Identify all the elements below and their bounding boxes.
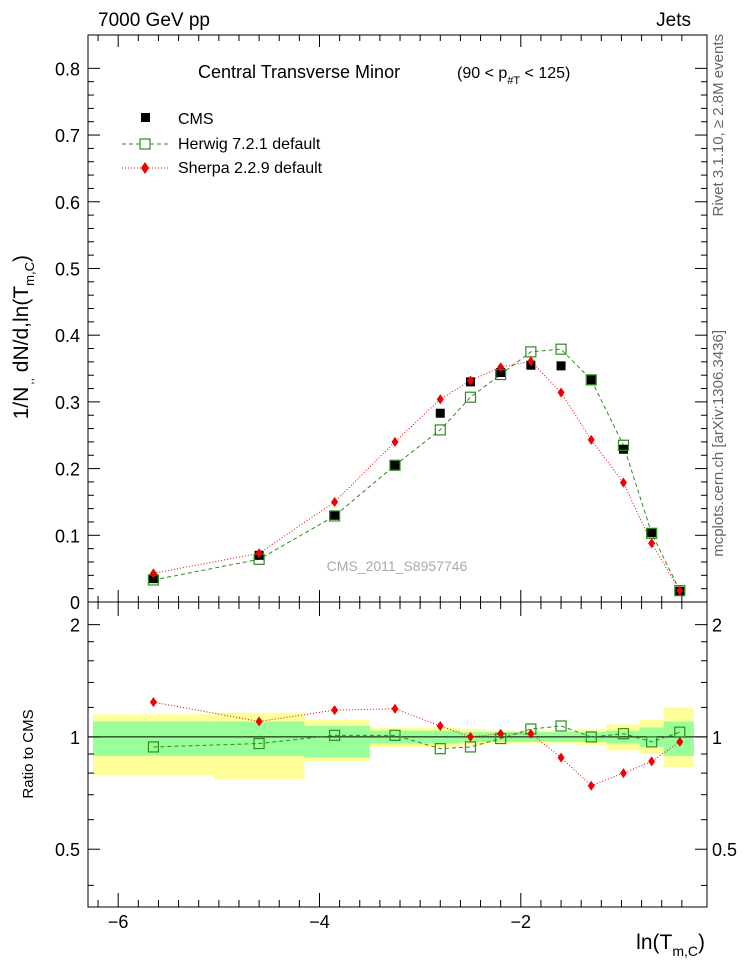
- stat-band: [93, 721, 214, 756]
- energy-label: 7000 GeV pp: [98, 10, 210, 31]
- sherpa-point: [557, 387, 565, 398]
- legend-marker-sherpa: [141, 162, 149, 174]
- main-y-tick-label: 0.4: [55, 326, 80, 346]
- sherpa-point: [676, 585, 684, 596]
- legend: CMS Herwig 7.2.1 default Sherpa 2.2.9 de…: [122, 111, 323, 177]
- sherpa-point: [149, 568, 157, 579]
- main-y-tick-label: 0.5: [55, 259, 80, 279]
- cms-point: [556, 361, 566, 371]
- watermark: CMS_2011_S8957746: [327, 558, 468, 574]
- ratio-y-tick-label-right: 1: [712, 728, 722, 748]
- sherpa-point: [619, 477, 627, 488]
- sherpa-ratio-point: [331, 705, 339, 716]
- sherpa-point: [648, 538, 656, 549]
- herwig-ratio-point: [434, 743, 446, 755]
- herwig-point: [434, 424, 446, 436]
- cms-point: [586, 375, 596, 385]
- sherpa-ratio-point: [466, 731, 474, 742]
- main-y-tick-label: 0.1: [55, 526, 80, 546]
- herwig-ratio-point: [617, 728, 630, 740]
- sherpa-ratio-point: [255, 716, 263, 727]
- herwig-point: [646, 527, 658, 539]
- sherpa-ratio-point: [149, 697, 157, 708]
- herwig-ratio-point: [555, 720, 567, 732]
- sherpa-point: [587, 434, 595, 445]
- sherpa-ratio-point: [497, 728, 505, 739]
- ratio-y-tick-label-right: 0.5: [712, 840, 737, 860]
- sherpa-point: [331, 496, 339, 507]
- legend-label-cms: CMS: [178, 111, 214, 128]
- main-y-tick-label: 0.2: [55, 460, 80, 480]
- herwig-point: [555, 343, 567, 355]
- herwig-point: [585, 374, 597, 386]
- ratio-y-axis-label: Ratio to CMS: [20, 709, 37, 798]
- rivet-label: Rivet 3.1.10, ≥ 2.8M events: [710, 34, 727, 217]
- sherpa-point: [497, 362, 505, 373]
- herwig-point: [328, 510, 341, 522]
- sherpa-ratio-point: [436, 720, 444, 731]
- herwig-point: [389, 459, 401, 471]
- sherpa-ratio-point: [527, 728, 535, 739]
- x-tick-label: −2: [511, 912, 532, 932]
- x-axis-label: ln(Tm,C): [636, 931, 705, 959]
- legend-marker-cms: [141, 113, 150, 122]
- main-y-tick-label: 0.3: [55, 393, 80, 413]
- sherpa-line: [153, 360, 681, 591]
- herwig-ratio-point: [253, 737, 265, 750]
- sherpa-ratio-point: [587, 780, 595, 791]
- main-title: Central Transverse Minor: [198, 62, 400, 82]
- legend-label-herwig: Herwig 7.2.1 default: [178, 136, 321, 153]
- main-panel: Central Transverse Minor (90 < p#T < 125…: [10, 34, 708, 613]
- sherpa-point: [527, 356, 535, 367]
- sherpa-ratio-point: [648, 756, 656, 767]
- sherpa-ratio-point: [557, 752, 565, 763]
- ratio-y-tick-label: 2: [70, 616, 80, 636]
- sherpa-point: [436, 394, 444, 405]
- cms-point: [647, 528, 657, 538]
- sherpa-point: [255, 548, 263, 559]
- main-y-tick-label: 0.8: [55, 59, 80, 79]
- cms-point: [148, 574, 158, 584]
- cms-point: [330, 510, 340, 520]
- herwig-ratio-point: [585, 731, 597, 743]
- main-y-tick-label: 0: [70, 593, 80, 613]
- herwig-ratio-point: [389, 729, 401, 741]
- main-y-tick-label: 0.6: [55, 193, 80, 213]
- herwig-ratio-point: [147, 741, 160, 753]
- sherpa-ratio-point: [619, 768, 627, 779]
- x-tick-label: −6: [108, 912, 129, 932]
- sherpa-ratio-point: [676, 736, 684, 747]
- cms-point: [390, 460, 400, 470]
- mcplots-label: mcplots.cern.ch [arXiv:1306.3436]: [710, 330, 727, 557]
- main-title-cut: (90 < p#T < 125): [457, 65, 570, 87]
- ratio-panel: 0.5 0.5 1 1 2 2 −6 −4 −2 Ratio to CMS ln(Tm,C): [20, 601, 737, 959]
- stat-band: [304, 725, 370, 758]
- herwig-line: [153, 348, 681, 591]
- legend-marker-herwig: [139, 138, 151, 150]
- ratio-frame: [87, 601, 708, 908]
- ratio-y-tick-label: 0.5: [55, 840, 80, 860]
- ratio-y-tick-label-right: 2: [712, 616, 722, 636]
- herwig-point: [464, 391, 477, 403]
- main-y-tick-label: 0.7: [55, 126, 80, 146]
- herwig-ratio-point: [328, 729, 341, 741]
- sherpa-point: [391, 436, 399, 447]
- x-tick-label: −4: [309, 912, 330, 932]
- sherpa-ratio-point: [391, 703, 399, 714]
- ratio-y-tick-label: 1: [70, 728, 80, 748]
- sherpa-point: [466, 375, 474, 386]
- herwig-ratio-point: [464, 741, 477, 753]
- cms-point: [496, 368, 506, 378]
- cms-point: [618, 444, 628, 454]
- herwig-ratio-point: [646, 736, 658, 748]
- process-label: Jets: [656, 10, 691, 31]
- main-y-axis-label: 1/N,, dN/d,ln(Tm,C): [10, 255, 37, 419]
- legend-label-sherpa: Sherpa 2.2.9 default: [178, 160, 323, 177]
- herwig-point: [617, 439, 630, 451]
- cms-point: [435, 408, 445, 418]
